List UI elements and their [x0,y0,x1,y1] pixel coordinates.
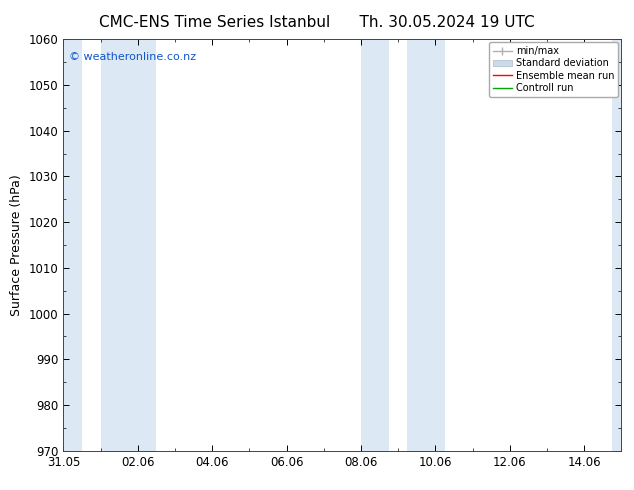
Bar [612,39,621,451]
Bar [101,39,157,451]
Bar [63,39,82,451]
Y-axis label: Surface Pressure (hPa): Surface Pressure (hPa) [10,174,23,316]
Bar [408,39,444,451]
Text: CMC-ENS Time Series Istanbul      Th. 30.05.2024 19 UTC: CMC-ENS Time Series Istanbul Th. 30.05.2… [99,15,535,30]
Legend: min/max, Standard deviation, Ensemble mean run, Controll run: min/max, Standard deviation, Ensemble me… [489,42,618,97]
Bar [361,39,389,451]
Text: © weatheronline.co.nz: © weatheronline.co.nz [69,51,196,62]
